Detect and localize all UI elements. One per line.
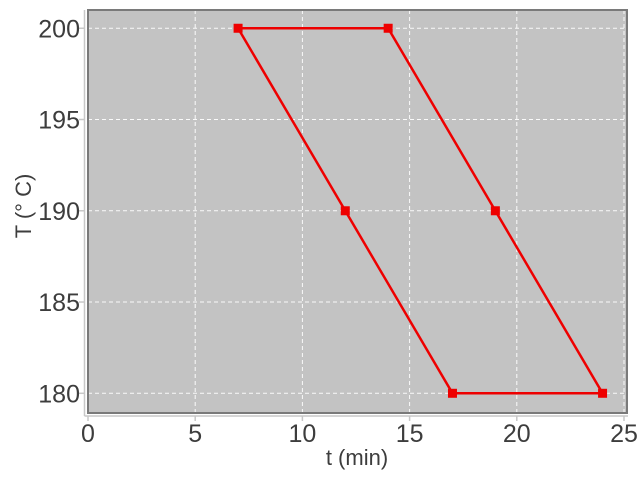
data-point-marker xyxy=(233,23,243,33)
data-point-marker xyxy=(340,206,350,216)
data-point-marker xyxy=(383,23,393,33)
y-tick-label: 190 xyxy=(38,198,80,226)
plot-background-layer xyxy=(88,10,627,413)
data-point-marker xyxy=(598,388,608,398)
y-tick-label: 195 xyxy=(38,107,80,135)
y-tick-label: 200 xyxy=(38,15,80,43)
x-tick-label: 0 xyxy=(81,420,95,448)
x-tick-label: 25 xyxy=(610,420,638,448)
data-point-marker xyxy=(447,388,457,398)
x-tick-label: 15 xyxy=(396,420,424,448)
plot-area xyxy=(88,10,627,413)
data-point-marker xyxy=(490,206,500,216)
tick-labels-layer: 0 5 10 15 20 25 180 185 190 195 200 xyxy=(38,15,638,448)
x-axis-title: t (min) xyxy=(326,445,388,470)
x-tick-label: 10 xyxy=(288,420,316,448)
x-tick-label: 5 xyxy=(188,420,202,448)
y-axis-title: T (° C) xyxy=(11,174,36,239)
plot-border-layer xyxy=(87,9,628,414)
y-tick-label: 185 xyxy=(38,289,80,317)
y-tick-label: 180 xyxy=(38,380,80,408)
x-tick-label: 20 xyxy=(503,420,531,448)
axes-layer xyxy=(79,10,628,421)
data-series-layer xyxy=(233,23,608,398)
plot-border xyxy=(87,9,628,414)
